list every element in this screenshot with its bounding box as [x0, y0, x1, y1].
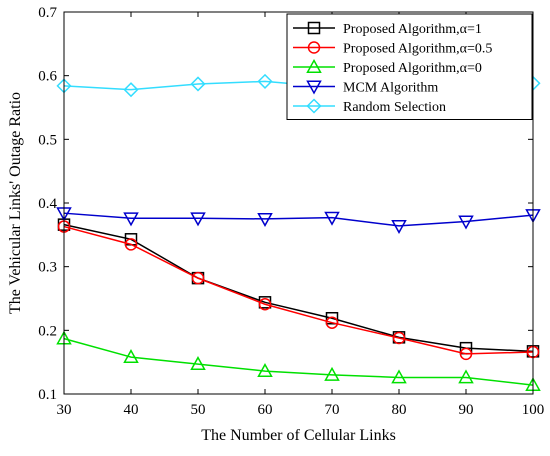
data-point [190, 356, 206, 371]
legend-marker [306, 80, 322, 95]
data-point [391, 369, 407, 384]
series-line [63, 337, 534, 386]
data-point [257, 363, 273, 378]
y-tick-label: 0.1 [38, 387, 57, 403]
series-3 [56, 207, 541, 234]
legend: Proposed Algorithm,α=1 Proposed Algorithm… [286, 13, 533, 120]
y-tick-label: 0.3 [38, 260, 57, 276]
legend-label: Proposed Algorithm,α=0.5 [343, 42, 492, 57]
legend-entry: Random Selection [293, 98, 446, 115]
x-tick-label: 40 [124, 402, 139, 418]
legend-label: Proposed Algorithm,α=1 [343, 22, 482, 37]
data-point [190, 76, 206, 92]
data-point [325, 311, 339, 325]
legend-entry: Proposed Algorithm,α=0 [293, 58, 482, 76]
data-point [458, 369, 474, 384]
data-point [459, 347, 473, 361]
legend-marker [307, 41, 321, 54]
data-point [257, 73, 273, 89]
data-point [325, 316, 339, 329]
y-tick-label: 0.7 [38, 5, 57, 21]
x-tick-label: 70 [325, 402, 340, 418]
legend-marker [307, 21, 321, 35]
legend-marker [306, 58, 322, 73]
y-axis-label: The Vehicular Links' Outage Ratio [7, 92, 24, 314]
data-point [257, 212, 273, 227]
y-tick-label: 0.4 [38, 196, 57, 212]
data-point [458, 215, 474, 230]
x-tick-label: 100 [522, 402, 545, 418]
series-2 [56, 330, 541, 392]
data-point [324, 211, 340, 226]
series-line [63, 212, 534, 227]
data-point [191, 271, 205, 285]
data-point [324, 366, 340, 381]
y-tick-label: 0.5 [38, 132, 57, 148]
series-1 [57, 220, 540, 361]
x-tick-label: 30 [57, 402, 72, 418]
legend-entry: Proposed Algorithm,α=1 [293, 21, 482, 37]
legend-entry: MCM Algorithm [293, 81, 438, 96]
data-point [124, 238, 138, 251]
data-point [258, 297, 272, 311]
legend-label: MCM Algorithm [343, 81, 438, 96]
legend-entry: Proposed Algorithm,α=0.5 [293, 41, 492, 57]
data-point [123, 82, 139, 98]
series-layer [56, 73, 541, 392]
data-point [123, 349, 139, 364]
ticks-layer: 30 40 50 60 70 80 90 100 0.1 0.2 0.3 0.4 0.5 0.6 0.7 [38, 5, 544, 418]
x-tick-label: 60 [258, 402, 273, 418]
data-point [190, 212, 206, 227]
legend-label: Proposed Algorithm,α=0 [343, 61, 482, 76]
x-axis-label: The Number of Cellular Links [201, 427, 396, 444]
data-point [391, 219, 407, 234]
x-tick-label: 90 [459, 402, 474, 418]
series-0 [57, 218, 540, 358]
x-tick-label: 50 [191, 402, 206, 418]
y-tick-label: 0.6 [38, 69, 57, 85]
legend-label: Random Selection [343, 100, 446, 115]
data-point [392, 331, 406, 345]
x-tick-label: 80 [392, 402, 407, 418]
legend-marker [306, 98, 322, 114]
series-line [63, 225, 534, 355]
series-line [63, 223, 534, 353]
y-tick-label: 0.2 [38, 323, 57, 339]
data-point [123, 212, 139, 227]
